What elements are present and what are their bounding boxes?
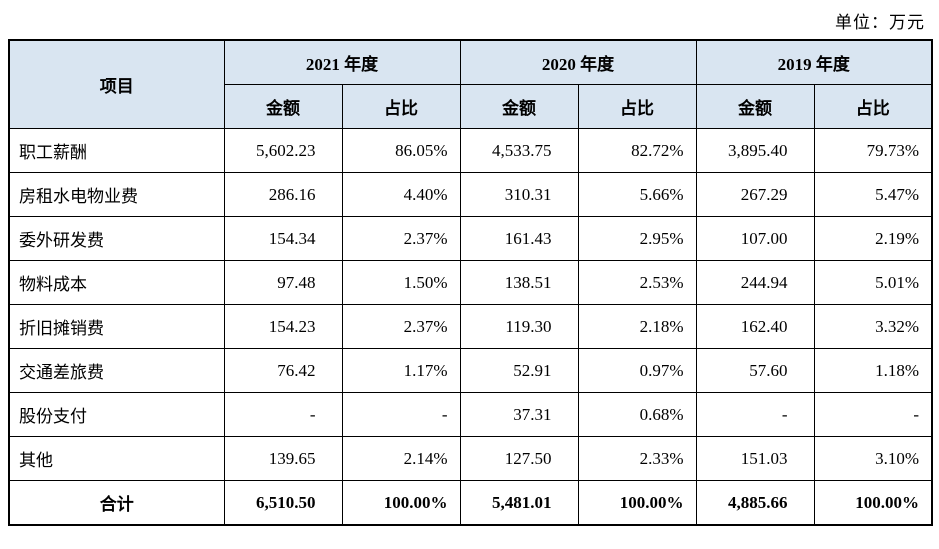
amount-cell: 154.23: [223, 304, 343, 349]
item-label: 房租水电物业费: [8, 172, 225, 217]
header-year-2021: 2021 年度: [223, 39, 461, 85]
amount-cell: 4,885.66: [695, 480, 815, 526]
ratio-cell: 0.97%: [577, 348, 697, 393]
ratio-cell: 2.19%: [813, 216, 933, 261]
amount-cell: 3,895.40: [695, 128, 815, 173]
ratio-cell: 2.53%: [577, 260, 697, 305]
item-label: 职工薪酬: [8, 128, 225, 173]
table-row: 委外研发费 154.34 2.37% 161.43 2.95% 107.00 2.19%: [8, 216, 933, 261]
table-row: 折旧摊销费 154.23 2.37% 119.30 2.18% 162.40 3.32%: [8, 304, 933, 349]
ratio-cell: 1.50%: [341, 260, 461, 305]
subheader-row: 金额 占比 金额 占比 金额 占比: [9, 84, 933, 129]
ratio-cell: 86.05%: [341, 128, 461, 173]
header-ratio-2021: 占比: [341, 84, 461, 129]
ratio-cell: 1.17%: [341, 348, 461, 393]
item-label: 物料成本: [8, 260, 225, 305]
table-row: 股份支付 - -37.31 0.68% - -: [8, 392, 933, 437]
amount-cell: 6,510.50: [223, 480, 343, 526]
ratio-cell: 0.68%: [577, 392, 697, 437]
amount-cell: 97.48: [223, 260, 343, 305]
year-header-row: 项目 2021 年度 2020 年度 2019 年度: [8, 39, 933, 129]
amount-cell: 107.00: [695, 216, 815, 261]
amount-cell: 154.34: [223, 216, 343, 261]
amount-cell: 151.03: [695, 436, 815, 481]
header-ratio-2020: 占比: [577, 84, 697, 129]
amount-cell: 162.40: [695, 304, 815, 349]
ratio-cell: 1.18%: [813, 348, 933, 393]
ratio-cell: 5.66%: [577, 172, 697, 217]
ratio-cell: 2.37%: [341, 216, 461, 261]
amount-cell: 286.16: [223, 172, 343, 217]
ratio-cell: 100.00%: [813, 480, 933, 526]
total-row: 合计 6,510.50 100.00% 5,481.01 100.00% 4,885.66…: [8, 480, 933, 526]
table-header: 项目 2021 年度 2020 年度 2019 年度 金额 占比 金额 占比 金…: [8, 39, 933, 129]
table-body: 职工薪酬 5,602.23 86.05% 4,533.75 82.72% 3,895.40…: [8, 128, 933, 526]
table-row: 物料成本 97.48 1.50% 138.51 2.53% 244.94 5.01%: [8, 260, 933, 305]
ratio-cell: 3.10%: [813, 436, 933, 481]
ratio-cell: 79.73%: [813, 128, 933, 173]
ratio-cell: 4.40%: [341, 172, 461, 217]
ratio-cell: 100.00%: [341, 480, 461, 526]
ratio-cell: 2.33%: [577, 436, 697, 481]
header-amount-2019: 金额: [695, 84, 815, 129]
amount-cell: 37.31: [459, 392, 579, 437]
amount-cell: -: [223, 392, 343, 437]
ratio-cell: -: [813, 392, 933, 437]
header-amount-2021: 金额: [223, 84, 343, 129]
amount-cell: 244.94: [695, 260, 815, 305]
total-label: 合计: [8, 480, 225, 526]
unit-label: 单位：万元: [835, 13, 925, 32]
expense-breakdown-table: 项目 2021 年度 2020 年度 2019 年度 金额 占比 金额 占比 金…: [8, 39, 933, 526]
ratio-cell: 2.18%: [577, 304, 697, 349]
amount-cell: 119.30: [459, 304, 579, 349]
header-item-column: 项目: [8, 39, 225, 129]
table-row: 其他 139.65 2.14% 127.50 2.33% 151.03 3.10%: [8, 436, 933, 481]
ratio-cell: 2.37%: [341, 304, 461, 349]
ratio-cell: 2.95%: [577, 216, 697, 261]
table-row: 交通差旅费 76.42 1.17% 52.91 0.97% 57.60 1.18%: [8, 348, 933, 393]
ratio-cell: 5.01%: [813, 260, 933, 305]
amount-cell: 5,481.01: [459, 480, 579, 526]
amount-cell: 139.65: [223, 436, 343, 481]
table-row: 房租水电物业费 286.16 4.40% 310.31 5.66% 267.29 5.47%: [8, 172, 933, 217]
item-label: 折旧摊销费: [8, 304, 225, 349]
amount-cell: 127.50: [459, 436, 579, 481]
table-row: 职工薪酬 5,602.23 86.05% 4,533.75 82.72% 3,895.40…: [8, 128, 933, 173]
item-label: 交通差旅费: [8, 348, 225, 393]
ratio-cell: 3.32%: [813, 304, 933, 349]
header-ratio-2019: 占比: [813, 84, 933, 129]
item-label: 委外研发费: [8, 216, 225, 261]
item-label: 股份支付: [8, 392, 225, 437]
item-label: 其他: [8, 436, 225, 481]
amount-cell: 76.42: [223, 348, 343, 393]
ratio-cell: 82.72%: [577, 128, 697, 173]
header-amount-2020: 金额: [459, 84, 579, 129]
amount-cell: 138.51: [459, 260, 579, 305]
amount-cell: 267.29: [695, 172, 815, 217]
amount-cell: 310.31: [459, 172, 579, 217]
amount-cell: -: [695, 392, 815, 437]
ratio-cell: 100.00%: [577, 480, 697, 526]
amount-cell: 5,602.23: [223, 128, 343, 173]
amount-cell: 161.43: [459, 216, 579, 261]
ratio-cell: 2.14%: [341, 436, 461, 481]
amount-cell: 4,533.75: [459, 128, 579, 173]
amount-cell: 57.60: [695, 348, 815, 393]
ratio-cell: -: [341, 392, 461, 437]
ratio-cell: 5.47%: [813, 172, 933, 217]
header-year-2019: 2019 年度: [695, 39, 933, 85]
header-year-2020: 2020 年度: [459, 39, 697, 85]
amount-cell: 52.91: [459, 348, 579, 393]
